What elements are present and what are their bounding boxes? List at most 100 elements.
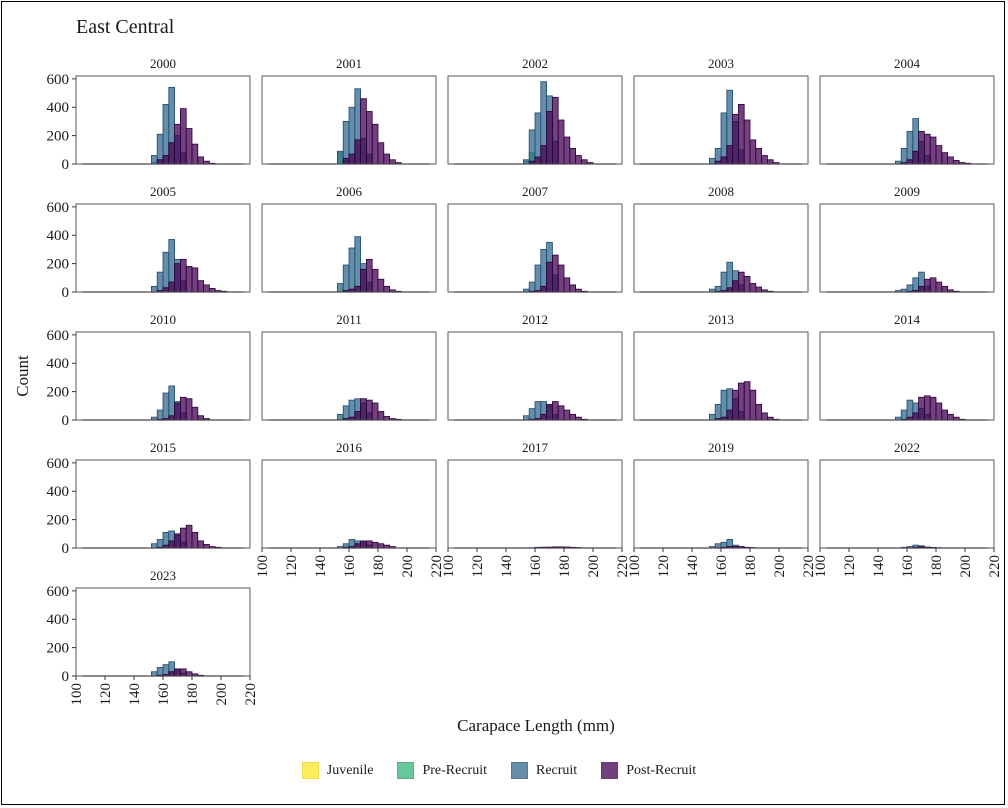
bar-recruit-2013-160: [720, 389, 728, 421]
bar-post-2015-176: [185, 524, 193, 549]
facet-label-2014: 2014: [894, 312, 921, 327]
bar-post-2001-164: [354, 139, 362, 165]
facet-label-2002: 2002: [522, 56, 548, 71]
bar-post-2003-184: [755, 147, 763, 165]
facet-2019: 2019 100 120 140 160 180 200 220: [627, 440, 817, 578]
bar-post-2002-192: [580, 159, 588, 165]
bar-post-2001-172: [366, 111, 373, 165]
bar-post-2004-176: [929, 136, 937, 165]
bar-post-2010-184: [197, 415, 205, 421]
bar-recruit-2000-152: [151, 155, 158, 165]
x-tick-label-2019-100: 100: [627, 555, 643, 578]
bar-post-2005-172: [180, 258, 187, 293]
facet-label-2023: 2023: [150, 568, 176, 583]
panel-background-2023: [76, 588, 250, 676]
bar-post-2001-188: [389, 159, 396, 165]
y-tick-label-2015-0: 0: [62, 541, 70, 557]
bar-recruit-2010-160: [162, 392, 170, 421]
bar-post-2003-180: [749, 139, 757, 165]
bar-recruit-2003-152: [709, 157, 716, 165]
x-tick-label-2022-180: 180: [929, 555, 945, 578]
bar-post-2001-184: [383, 153, 391, 165]
bar-recruit-2012-160: [534, 401, 542, 421]
y-tick-label-2005-400: 400: [47, 228, 70, 244]
bar-post-2010-164: [168, 415, 176, 421]
x-tick-label-2019-120: 120: [656, 555, 672, 578]
bar-post-2016-164: [354, 543, 362, 549]
x-tick-label-2016-100: 100: [255, 555, 271, 578]
bar-post-2000-176: [185, 128, 193, 165]
facet-label-2013: 2013: [708, 312, 734, 327]
bar-post-2016-168: [360, 540, 367, 549]
bar-recruit-2007-156: [528, 281, 536, 293]
bar-recruit-2000-160: [162, 103, 170, 165]
bar-recruit-2013-152: [709, 413, 716, 421]
bar-recruit-2007-164: [540, 249, 548, 293]
bar-recruit-2010-156: [156, 409, 164, 421]
bar-recruit-2009-164: [912, 277, 920, 293]
legend-label-pre-recruit: Pre-Recruit: [422, 762, 487, 778]
bar-post-2010-180: [191, 406, 199, 421]
panel-border-2013: [633, 331, 809, 421]
y-tick-label-2015-400: 400: [47, 484, 70, 500]
y-axis-label: Count: [13, 355, 32, 397]
facet-2002: 2002: [447, 56, 623, 165]
panel-border-2005: [75, 203, 251, 293]
panel-border-2014: [819, 331, 995, 421]
bar-post-2004-192: [952, 160, 960, 165]
bar-post-2013-188: [761, 412, 768, 421]
y-tick-label-2015-600: 600: [47, 456, 70, 472]
facet-2014: 2014: [819, 312, 995, 421]
facet-2015: 2015 0 200 400 600: [47, 440, 251, 557]
y-tick-label-2010-600: 600: [47, 328, 70, 344]
bar-post-2003-168: [732, 113, 739, 165]
facet-2003: 2003: [633, 56, 809, 165]
panel-background-2022: [820, 460, 994, 548]
bar-post-2000-172: [180, 108, 187, 165]
bar-post-2008-176: [743, 275, 751, 293]
y-tick-label-2000-200: 200: [47, 129, 70, 145]
bar-post-2007-168: [546, 261, 553, 293]
bar-post-2004-168: [918, 130, 925, 165]
bar-post-2001-160: [348, 153, 356, 165]
y-tick-label-2005-200: 200: [47, 257, 70, 273]
legend-swatch-post-recruit: [601, 762, 619, 779]
bar-post-2014-164: [912, 412, 920, 421]
bar-post-2010-168: [174, 402, 181, 421]
bar-recruit-2010-164: [168, 385, 176, 421]
bar-post-2002-168: [546, 111, 553, 165]
bar-recruit-2002-156: [528, 129, 536, 165]
bar-post-2002-164: [540, 145, 548, 165]
bar-recruit-2004-156: [900, 147, 908, 165]
bar-post-2002-176: [557, 119, 565, 165]
legend-swatch-recruit: [510, 762, 528, 779]
bar-post-2003-172: [738, 103, 745, 165]
bar-post-2006-176: [371, 268, 379, 293]
panel-border-2011: [261, 331, 437, 421]
x-tick-label-2022-220: 220: [987, 555, 1003, 578]
facet-label-2017: 2017: [522, 440, 549, 455]
y-tick-label-2015-200: 200: [47, 513, 70, 529]
panel-border-2004: [819, 75, 995, 165]
panel-border-2006: [261, 203, 437, 293]
bar-post-2009-184: [941, 285, 949, 293]
legend-item-pre-recruit: Pre-Recruit: [397, 762, 487, 779]
bar-recruit-2003-160: [720, 112, 728, 165]
x-tick-label-2023-220: 220: [243, 683, 259, 706]
facet-2016: 2016 100 120 140 160 180 200 220: [255, 440, 445, 578]
panel-border-2009: [819, 203, 995, 293]
bar-post-2005-160: [162, 287, 170, 293]
x-tick-label-2019-140: 140: [685, 555, 701, 578]
bar-post-2015-184: [197, 540, 205, 549]
facet-2001: 2001: [261, 56, 437, 165]
bar-recruit-2006-164: [354, 236, 362, 293]
panel-border-2015: [75, 459, 251, 549]
x-tick-label-2023-160: 160: [156, 683, 172, 706]
x-tick-label-2016-220: 220: [429, 555, 445, 578]
faceted-histogram-chart: East Central Count Carapace Length (mm) …: [13, 16, 1003, 735]
bar-post-2002-184: [569, 147, 577, 165]
bar-post-2009-176: [929, 277, 937, 293]
facet-2010: 2010 0 200 400 600: [47, 312, 251, 429]
facet-2011: 2011: [261, 312, 437, 421]
x-tick-label-2016-180: 180: [371, 555, 387, 578]
